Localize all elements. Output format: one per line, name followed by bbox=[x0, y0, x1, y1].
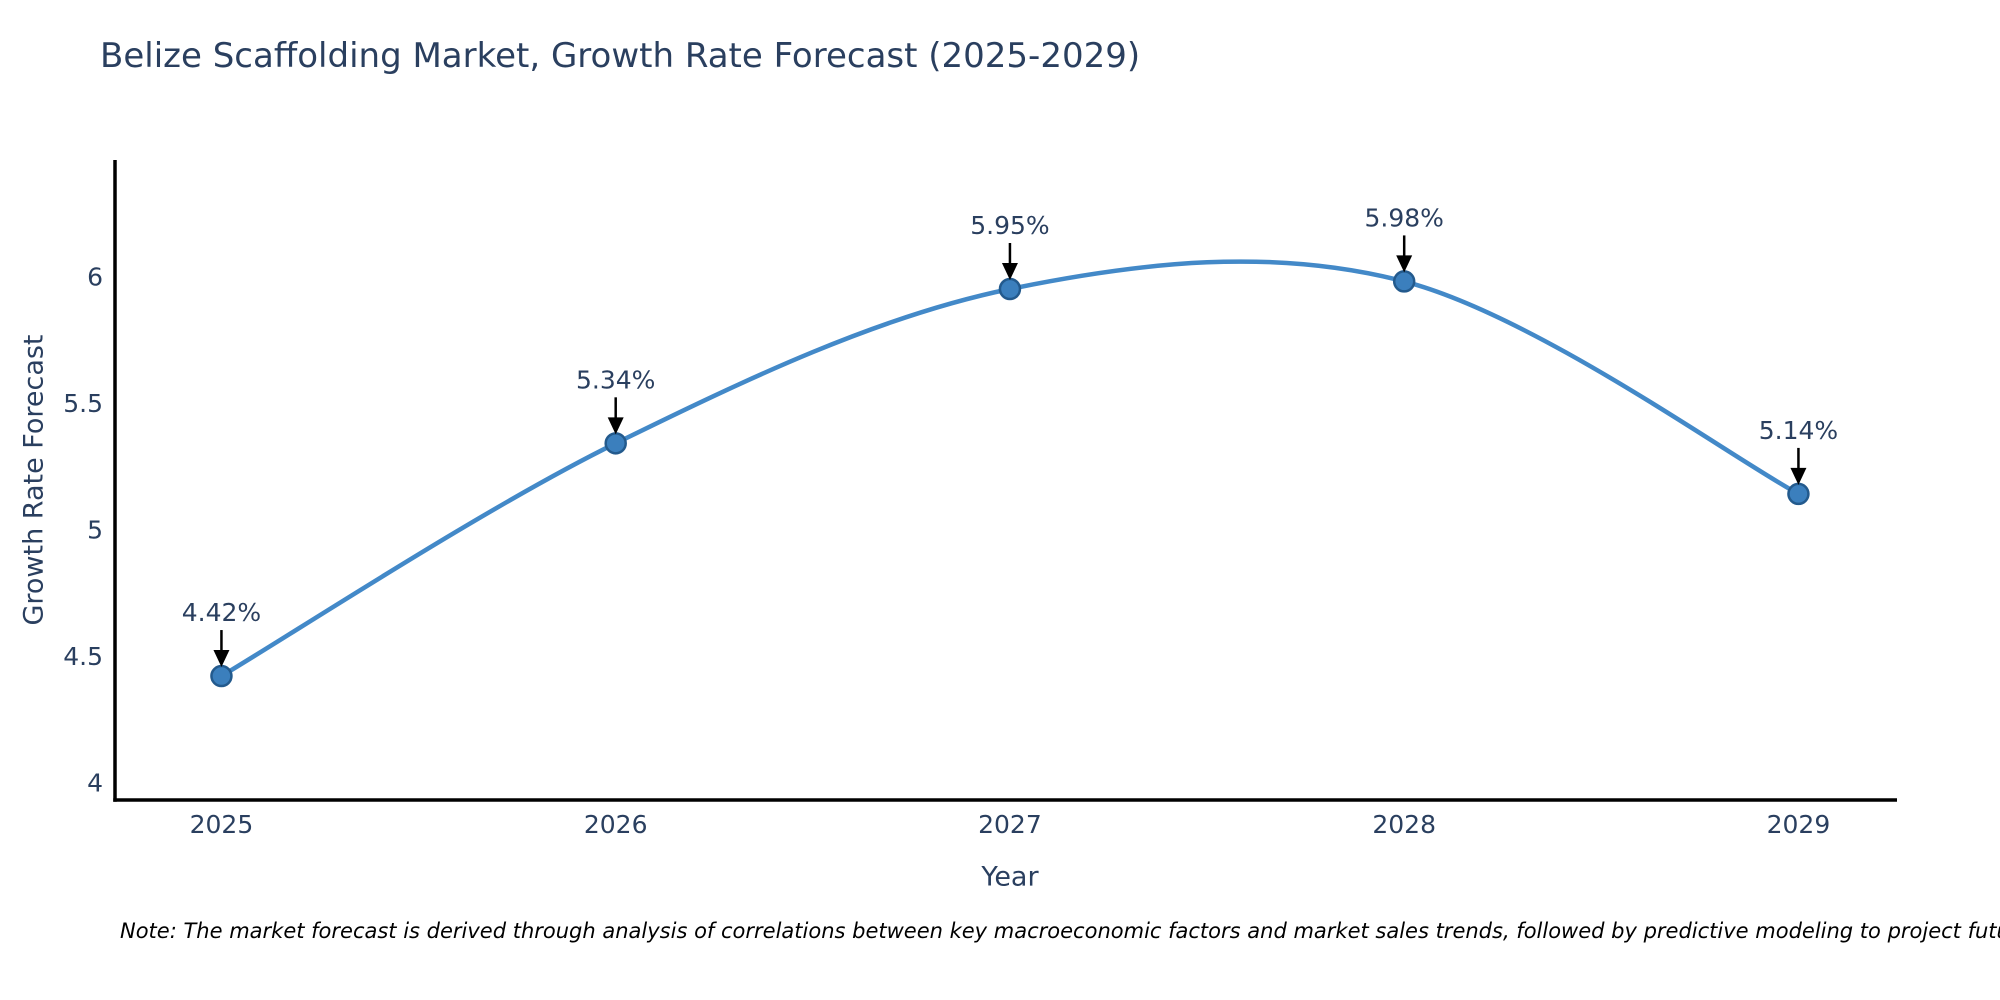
annotation-label: 5.98% bbox=[1364, 203, 1443, 232]
y-tick-label: 5.5 bbox=[63, 389, 103, 418]
data-point-marker[interactable] bbox=[604, 432, 627, 455]
trend-line bbox=[219, 259, 1801, 679]
x-axis-title: Year bbox=[981, 861, 1039, 893]
annotation-arrow-head bbox=[1396, 255, 1413, 273]
data-point-marker[interactable] bbox=[998, 277, 1022, 301]
y-tick-label: 6 bbox=[87, 262, 103, 291]
annotation-arrow-head bbox=[1790, 467, 1807, 485]
y-tick-label: 4 bbox=[87, 768, 103, 797]
x-tick-label: 2029 bbox=[1767, 810, 1831, 839]
footnote: Note: The market forecast is derived thr… bbox=[120, 919, 2000, 943]
x-tick-label: 2025 bbox=[190, 810, 254, 839]
x-tick-label: 2026 bbox=[584, 810, 648, 839]
annotation-label: 4.42% bbox=[182, 598, 261, 627]
annotation-label: 5.95% bbox=[970, 211, 1049, 240]
y-tick-label: 5 bbox=[87, 515, 103, 544]
y-tick-label: 4.5 bbox=[63, 642, 103, 671]
x-tick-label: 2027 bbox=[978, 810, 1042, 839]
x-tick-label: 2028 bbox=[1372, 810, 1436, 839]
chart-title: Belize Scaffolding Market, Growth Rate F… bbox=[100, 36, 1141, 76]
annotation-arrow-head bbox=[607, 417, 624, 435]
annotation-arrow-head bbox=[213, 650, 230, 668]
annotation-label: 5.14% bbox=[1759, 416, 1838, 445]
data-point-marker[interactable] bbox=[1787, 482, 1810, 506]
data-point-marker[interactable] bbox=[210, 664, 233, 688]
data-point-marker[interactable] bbox=[1392, 270, 1416, 293]
annotation-arrow-head bbox=[1001, 263, 1018, 281]
annotation-label: 5.34% bbox=[576, 365, 655, 394]
